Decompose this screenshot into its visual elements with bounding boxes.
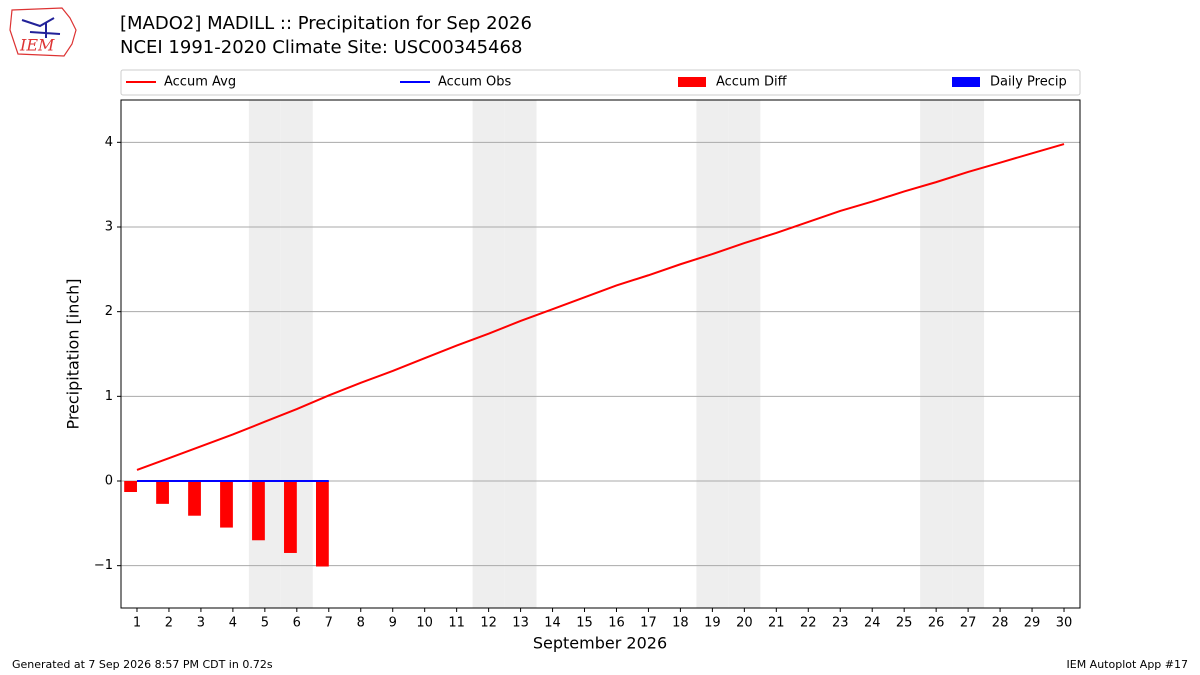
x-tick-label: 21 — [768, 616, 785, 631]
footer-right: IEM Autoplot App #17 — [1067, 658, 1189, 671]
legend-swatch — [678, 77, 706, 87]
y-tick-label: 0 — [105, 474, 113, 489]
chart-subtitle: NCEI 1991-2020 Climate Site: USC00345468 — [120, 37, 522, 58]
bar — [124, 481, 137, 493]
x-axis-label: September 2026 — [533, 634, 667, 653]
x-tick-label: 30 — [1056, 616, 1073, 631]
x-tick-label: 16 — [608, 616, 625, 631]
x-tick-label: 14 — [544, 616, 561, 631]
x-tick-label: 20 — [736, 616, 753, 631]
y-tick-label: −1 — [94, 558, 113, 573]
weekend-shade — [472, 100, 505, 608]
weekend-shade — [696, 100, 729, 608]
y-tick-label: 4 — [105, 135, 113, 150]
bar — [315, 481, 329, 567]
y-tick-label: 3 — [105, 220, 113, 235]
x-tick-label: 3 — [197, 616, 205, 631]
bar — [156, 481, 169, 504]
x-tick-label: 29 — [1024, 616, 1041, 631]
weekend-shade — [728, 100, 761, 608]
x-tick-label: 13 — [512, 616, 529, 631]
legend-label: Daily Precip — [990, 75, 1067, 90]
x-tick-label: 10 — [416, 616, 433, 631]
x-tick-label: 25 — [896, 616, 913, 631]
footer-left: Generated at 7 Sep 2026 8:57 PM CDT in 0… — [12, 658, 273, 671]
x-tick-label: 11 — [448, 616, 465, 631]
x-tick-label: 8 — [357, 616, 365, 631]
x-tick-label: 28 — [992, 616, 1009, 631]
legend-label: Accum Avg — [164, 75, 236, 90]
x-tick-label: 18 — [672, 616, 689, 631]
legend-swatch — [952, 77, 980, 87]
chart-title: [MADO2] MADILL :: Precipitation for Sep … — [120, 13, 532, 34]
plot-frame — [120, 99, 1081, 609]
x-tick-label: 23 — [832, 616, 849, 631]
x-tick-label: 1 — [133, 616, 141, 631]
x-tick-label: 27 — [960, 616, 977, 631]
weekend-shade — [920, 100, 953, 608]
line — [136, 143, 1065, 471]
legend-label: Accum Obs — [438, 75, 511, 90]
bar — [188, 481, 201, 516]
x-tick-label: 7 — [325, 616, 333, 631]
legend-label: Accum Diff — [716, 75, 788, 90]
x-tick-label: 4 — [229, 616, 237, 631]
x-tick-label: 2 — [165, 616, 173, 631]
weekend-shade — [952, 100, 985, 608]
weekend-shade — [504, 100, 537, 608]
bar — [252, 481, 265, 541]
x-tick-label: 17 — [640, 616, 657, 631]
bar — [284, 481, 297, 553]
x-tick-label: 19 — [704, 616, 721, 631]
x-tick-label: 5 — [261, 616, 269, 631]
logo-text: IEM — [19, 36, 55, 55]
y-tick-label: 1 — [105, 389, 113, 404]
x-tick-label: 22 — [800, 616, 817, 631]
x-tick-label: 26 — [928, 616, 945, 631]
x-tick-label: 6 — [293, 616, 301, 631]
logo: IEM — [9, 7, 77, 57]
x-tick-label: 9 — [389, 616, 397, 631]
x-tick-label: 15 — [576, 616, 593, 631]
y-axis-label: Precipitation [inch] — [64, 278, 83, 429]
y-tick-label: 2 — [105, 304, 113, 319]
x-tick-label: 24 — [864, 616, 881, 631]
x-tick-label: 12 — [480, 616, 497, 631]
bar — [220, 481, 233, 528]
legend-box — [120, 69, 1081, 96]
